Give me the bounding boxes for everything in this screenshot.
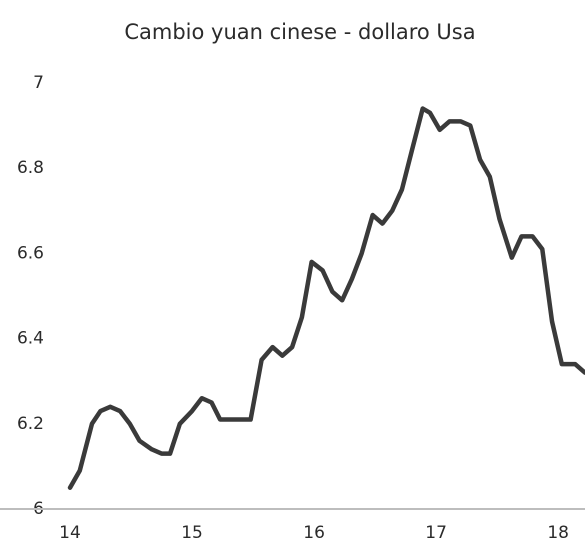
y-tick-label: 6.4 (17, 329, 44, 349)
x-tick-label: 16 (303, 523, 325, 543)
chart-title: Cambio yuan cinese - dollaro Usa (124, 20, 475, 44)
y-tick-label: 6.8 (17, 158, 44, 178)
x-tick-label: 14 (59, 523, 81, 543)
y-tick-label: 6.6 (17, 243, 44, 263)
x-tick-label: 15 (181, 523, 203, 543)
line-series (67, 106, 585, 490)
y-tick-label: 6.2 (17, 414, 44, 434)
x-tick-label: 18 (547, 523, 569, 543)
y-tick-label: 7 (33, 73, 44, 93)
x-tick-label: 17 (425, 523, 447, 543)
